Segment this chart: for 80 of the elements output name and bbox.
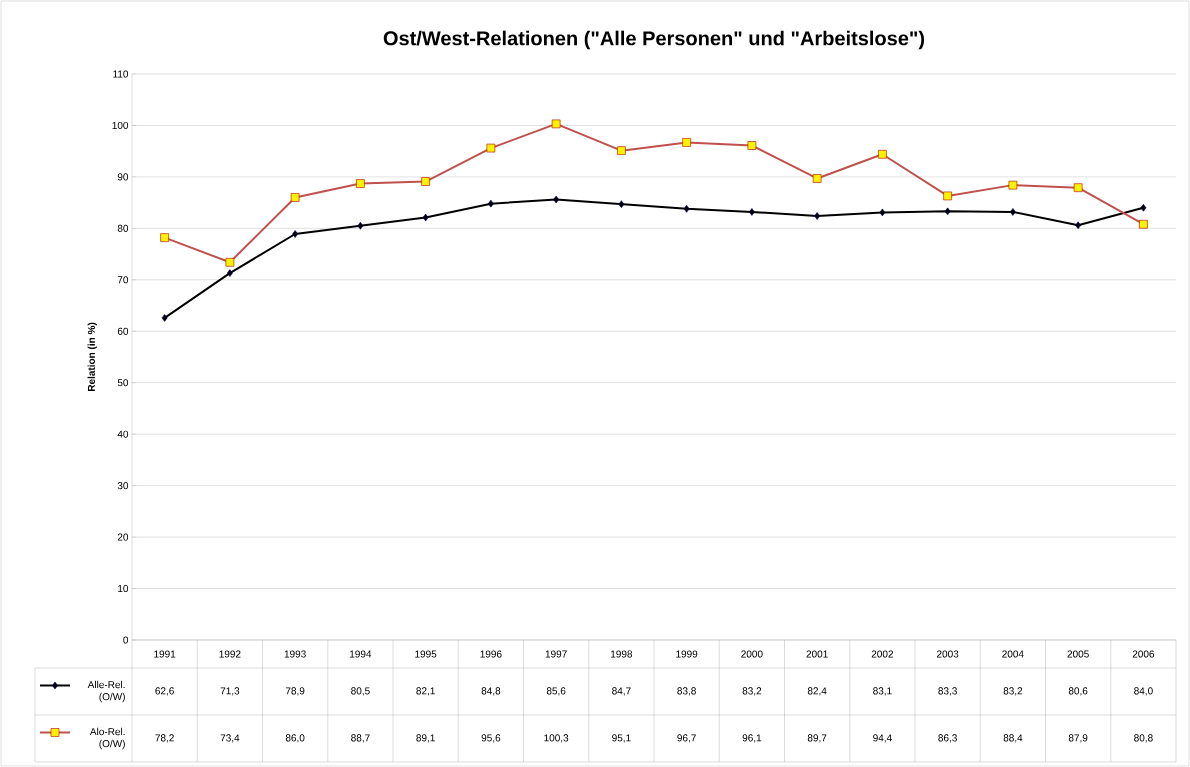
data-label: 82,1 bbox=[416, 687, 435, 696]
data-label: 80,8 bbox=[1134, 734, 1153, 743]
x-tick-label: 1993 bbox=[284, 650, 306, 658]
point bbox=[357, 221, 364, 230]
x-tick-label: 1998 bbox=[611, 650, 633, 658]
data-label: 80,5 bbox=[351, 687, 370, 696]
point bbox=[1009, 208, 1016, 216]
data-label: 96,1 bbox=[742, 734, 762, 743]
x-tick-label: 2001 bbox=[806, 650, 828, 658]
point bbox=[226, 269, 233, 277]
legend-label: Alo-Rel. (O/W) bbox=[89, 727, 125, 750]
y-tick-label: 100 bbox=[112, 121, 129, 129]
data-label: 89,1 bbox=[416, 734, 435, 743]
x-tick-label: 1994 bbox=[350, 650, 372, 658]
data-label: 83,1 bbox=[873, 687, 892, 696]
y-tick-label: 40 bbox=[117, 430, 129, 438]
data-label: 73,4 bbox=[220, 734, 240, 743]
data-label: 71,3 bbox=[220, 687, 240, 696]
y-tick-label: 90 bbox=[117, 173, 129, 181]
data-label: 62,6 bbox=[155, 687, 174, 696]
data-label: 96,7 bbox=[677, 734, 696, 743]
x-tick-label: 1997 bbox=[545, 650, 567, 658]
data-label: 95,1 bbox=[612, 734, 631, 743]
data-label: 100,3 bbox=[544, 734, 569, 743]
y-tick-label: 20 bbox=[117, 533, 129, 541]
data-label: 80,6 bbox=[1068, 687, 1088, 696]
data-label: 86,3 bbox=[938, 734, 957, 743]
data-label: 86,0 bbox=[285, 734, 305, 743]
data-label: 94,4 bbox=[873, 734, 892, 743]
data-label: 87,9 bbox=[1068, 734, 1088, 743]
x-tick-label: 1991 bbox=[154, 650, 176, 658]
x-tick-label: 1996 bbox=[480, 650, 502, 658]
point bbox=[618, 200, 625, 208]
point bbox=[161, 314, 168, 322]
x-tick-label: 2005 bbox=[1067, 650, 1089, 658]
y-tick-label: 50 bbox=[117, 379, 129, 387]
data-label: 84,8 bbox=[481, 687, 501, 696]
data-label: 84,7 bbox=[612, 687, 631, 696]
data-label: 88,7 bbox=[351, 734, 370, 743]
legend-label: Alle-Rel. (O/W) bbox=[87, 680, 125, 703]
x-tick-label: 2003 bbox=[937, 650, 959, 658]
data-label: 78,9 bbox=[285, 687, 305, 696]
point bbox=[683, 205, 690, 213]
x-tick-label: 1995 bbox=[415, 650, 437, 658]
data-label: 95,6 bbox=[481, 734, 501, 743]
point bbox=[553, 195, 560, 204]
point bbox=[944, 207, 951, 216]
y-tick-label: 0 bbox=[123, 636, 129, 644]
x-tick-label: 2000 bbox=[741, 650, 763, 658]
y-tick-label: 70 bbox=[117, 276, 129, 284]
y-axis-title: Relation (in %) bbox=[87, 322, 97, 392]
point bbox=[1140, 203, 1147, 212]
data-label: 78,2 bbox=[155, 734, 174, 743]
x-tick-label: 2004 bbox=[1002, 650, 1024, 658]
point bbox=[422, 213, 429, 222]
point bbox=[292, 230, 299, 238]
data-label: 88,4 bbox=[1003, 734, 1023, 743]
data-label: 82,4 bbox=[807, 687, 827, 696]
data-label: 85,6 bbox=[546, 687, 566, 696]
y-tick-label: 10 bbox=[118, 584, 129, 593]
point bbox=[487, 199, 494, 208]
data-label: 83,8 bbox=[677, 687, 696, 696]
point bbox=[1075, 221, 1082, 230]
data-label: 89,7 bbox=[807, 734, 827, 743]
point bbox=[748, 208, 755, 216]
x-tick-label: 2002 bbox=[871, 650, 893, 658]
y-tick-label: 110 bbox=[113, 70, 129, 78]
x-tick-label: 2006 bbox=[1132, 650, 1155, 658]
chart-title: Ost/West-Relationen ("Alle Personen" und "Arbeitslose") bbox=[383, 30, 925, 50]
data-label: 83,2 bbox=[1003, 687, 1023, 696]
y-tick-label: 60 bbox=[117, 327, 129, 335]
point bbox=[814, 212, 821, 220]
x-tick-label: 1999 bbox=[676, 650, 698, 658]
data-label: 84,0 bbox=[1134, 687, 1153, 696]
y-tick-label: 30 bbox=[117, 482, 129, 490]
data-label: 83,3 bbox=[938, 687, 957, 696]
point bbox=[879, 208, 886, 217]
data-label: 83,2 bbox=[742, 687, 762, 696]
x-tick-label: 1992 bbox=[219, 650, 241, 658]
y-tick-label: 80 bbox=[117, 224, 129, 232]
